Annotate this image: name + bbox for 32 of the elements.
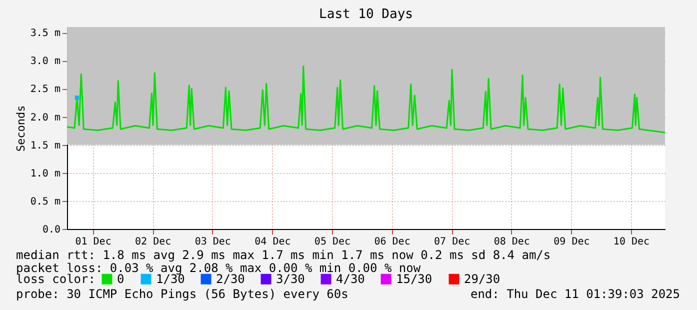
x-tick-label: 03 Dec — [194, 236, 231, 248]
legend-label: 3/30 — [276, 272, 305, 286]
legend-label: 15/30 — [396, 272, 432, 286]
y-tick-label: 0.0 — [42, 224, 60, 236]
y-tick-label: 3.0 m — [30, 56, 60, 68]
y-tick-label: 1.5 m — [30, 140, 60, 152]
legend-label: 0 — [117, 272, 124, 286]
x-tick-label: 04 Dec — [254, 236, 291, 248]
x-tick-label: 01 Dec — [75, 236, 112, 248]
x-tick-label: 09 Dec — [554, 236, 590, 248]
y-tick-label: 1.0 m — [30, 168, 60, 180]
y-tick-label: 3.5 m — [30, 28, 60, 40]
x-tick-label: 10 Dec — [613, 236, 650, 248]
text: median rtt: 1.8 ms avg 2.9 ms max 1.7 ms min 1.7 ms now 0.2 ms sd 8.4 am/s — [16, 248, 551, 262]
text: end: Thu Dec 11 01:39:03 2025 — [470, 287, 680, 301]
legend-label: 2/30 — [216, 272, 245, 286]
x-tick-label: 08 Dec — [494, 236, 530, 248]
legend-label: 29/30 — [464, 272, 500, 286]
x-tick-label: 02 Dec — [135, 236, 172, 248]
y-tick-label: 2.5 m — [30, 84, 60, 96]
legend-label: 4/30 — [336, 272, 365, 286]
x-tick-label: 06 Dec — [374, 236, 410, 248]
y-tick-label: 0.5 m — [30, 196, 60, 208]
line-series — [66, 66, 666, 134]
x-tick-label: 07 Dec — [434, 236, 470, 248]
y-tick-label: 2.0 m — [30, 112, 60, 124]
text: packet loss: 0.03 % avg 2.08 % max 0.00 % min 0.00 % now — [16, 261, 422, 275]
chart-title: Last 10 Days — [319, 7, 413, 22]
y-axis-title: Seconds — [14, 105, 28, 152]
legend-title: loss color: — [16, 272, 96, 286]
text: probe: 30 ICMP Echo Pings (56 Bytes) every 60s — [16, 287, 348, 301]
x-tick-label: 05 Dec — [314, 236, 351, 248]
